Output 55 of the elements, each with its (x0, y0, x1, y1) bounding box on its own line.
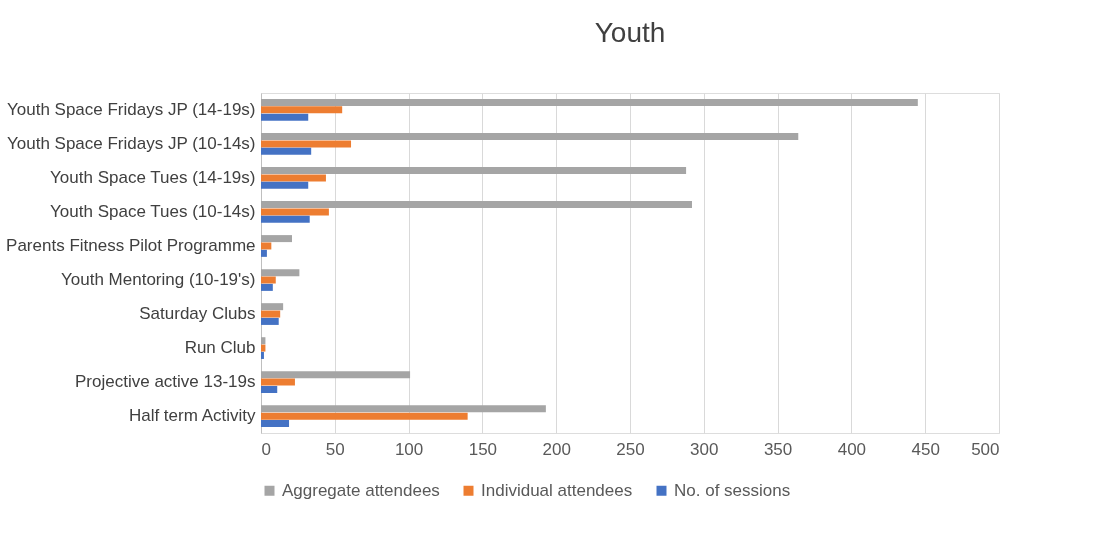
y-tick-label: Youth Space Tues (14-19s) (50, 167, 256, 187)
x-tick-label: 50 (325, 439, 345, 459)
bar (261, 113, 309, 121)
y-tick-label: Youth Space Fridays JP (14-19s) (6, 99, 256, 119)
x-tick-label: 250 (616, 439, 645, 459)
bar (261, 344, 266, 352)
bar (261, 310, 281, 318)
bar (261, 269, 300, 277)
bar (261, 249, 267, 257)
bar (261, 201, 692, 209)
bar (261, 167, 687, 175)
bar (261, 303, 284, 311)
x-tick-label: 350 (763, 439, 793, 459)
y-tick-label: Parents Fitness Pilot Programme (6, 235, 256, 255)
bar (261, 133, 799, 141)
bar (261, 412, 468, 420)
bar (261, 317, 279, 325)
bar (261, 98, 918, 106)
x-tick-label: 0 (261, 439, 271, 459)
bar (261, 351, 264, 359)
y-tick-label: Youth Space Tues (10-14s) (50, 201, 256, 221)
bar (261, 420, 290, 428)
bar (261, 242, 272, 250)
bar (261, 371, 411, 379)
x-tick-label: 450 (911, 439, 940, 459)
bar (261, 215, 310, 223)
x-tick-label: 500 (971, 439, 1000, 459)
y-tick-label: Half term Activity (128, 406, 256, 426)
bar (261, 276, 276, 284)
x-tick-label: 150 (468, 439, 498, 459)
y-tick-label: Saturday Clubs (139, 304, 256, 324)
y-tick-label: Youth Mentoring (10-19's) (61, 270, 256, 290)
bar (261, 106, 343, 114)
bar (261, 140, 352, 148)
bar (261, 405, 546, 413)
bar (261, 385, 278, 393)
y-tick-label: Run Club (184, 338, 256, 358)
x-tick-label: 400 (837, 439, 867, 459)
bar (261, 337, 266, 345)
bar (261, 208, 329, 216)
bar (261, 181, 309, 189)
bar (261, 283, 273, 291)
legend-label: No. of sessions (674, 480, 791, 500)
bar (261, 378, 295, 386)
bar (261, 174, 326, 182)
x-tick-label: 200 (542, 439, 571, 459)
bar (261, 147, 312, 155)
bar (261, 235, 292, 243)
legend-label: Individual attendees (481, 480, 633, 500)
x-tick-label: 100 (394, 439, 424, 459)
legend-label: Aggregate attendees (282, 480, 440, 500)
y-tick-label: Youth Space Fridays JP (10-14s) (6, 133, 256, 153)
x-tick-label: 300 (690, 439, 719, 459)
y-tick-label: Projective active 13-19s (75, 372, 256, 392)
chart-title: Youth (594, 17, 666, 48)
